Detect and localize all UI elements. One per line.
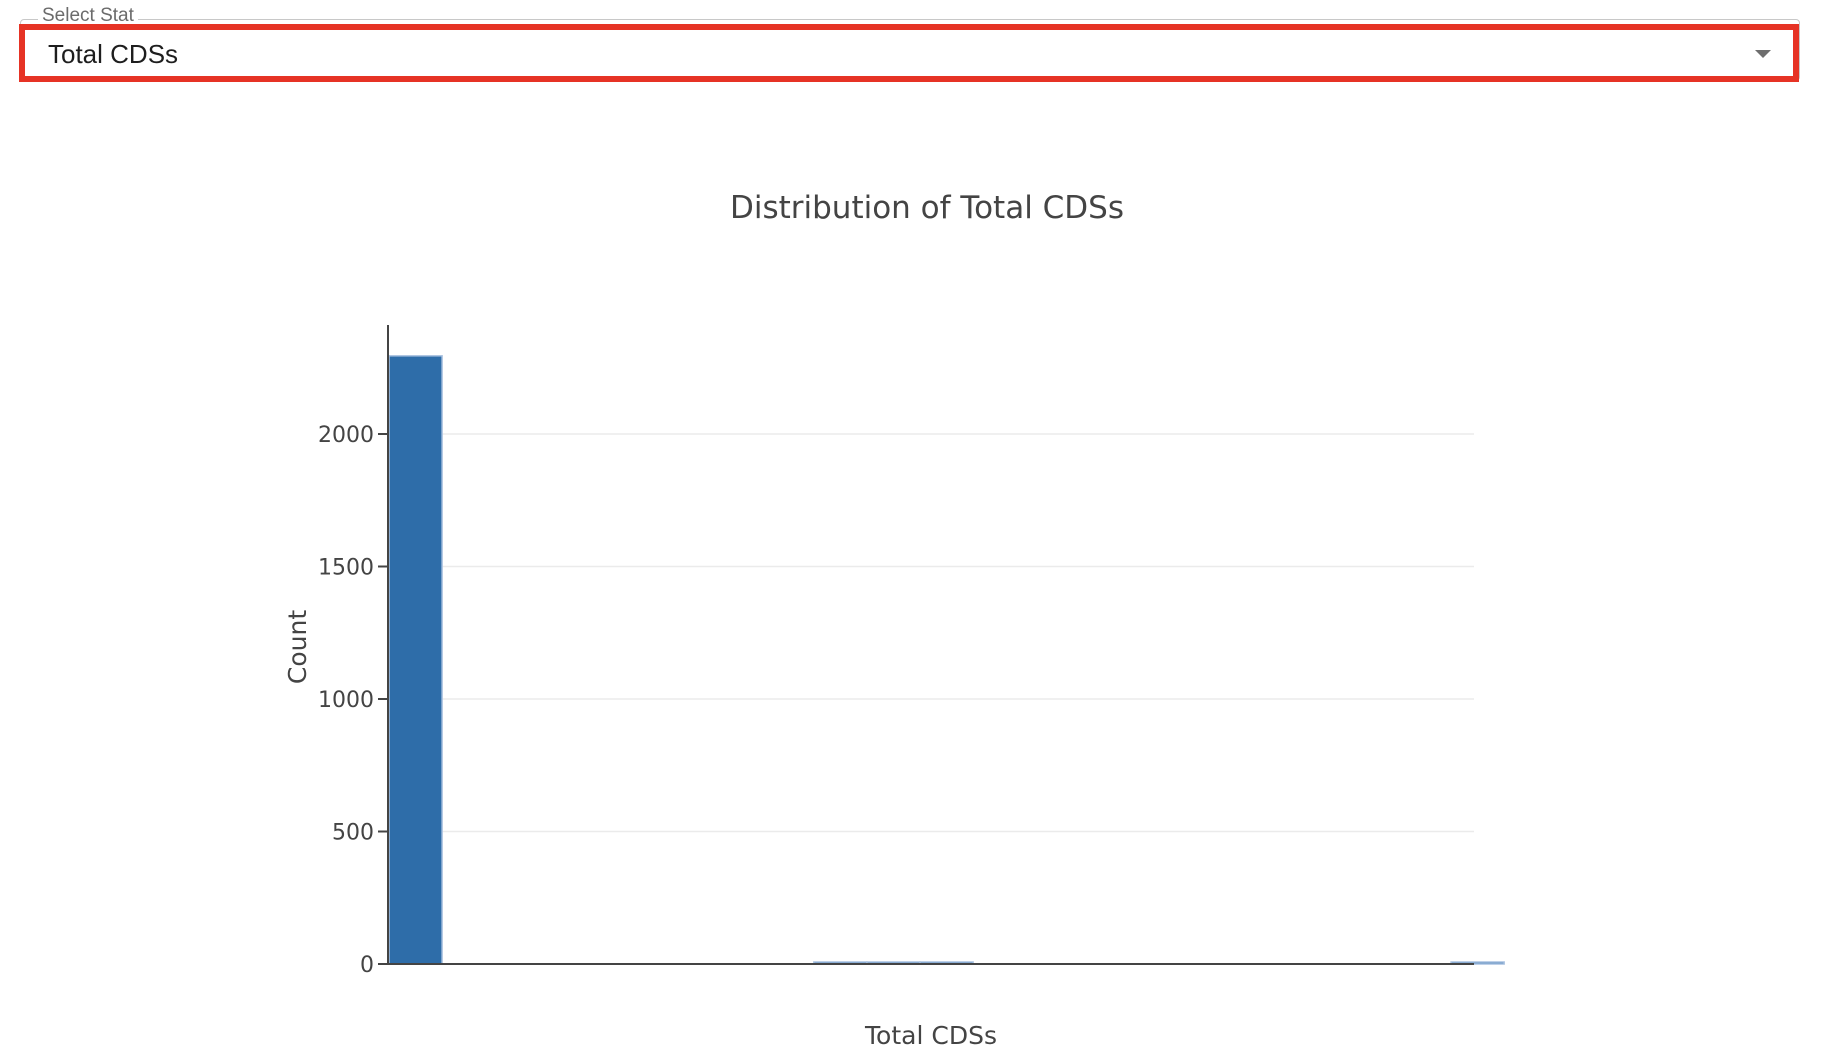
y-tick-label: 500 xyxy=(332,821,374,846)
chart-title: Distribution of Total CDSs xyxy=(729,190,1125,226)
y-tick-label: 1500 xyxy=(318,556,374,581)
chevron-down-icon xyxy=(1755,50,1771,58)
y-tick-label: 2000 xyxy=(318,423,374,448)
y-axis-title: Count xyxy=(283,610,312,684)
gridlines xyxy=(388,433,1474,833)
histogram-bars xyxy=(388,355,1505,965)
select-stat-label: Select Stat xyxy=(38,5,138,27)
x-axis-title: Total CDSs xyxy=(864,1021,997,1050)
y-tick-label: 0 xyxy=(360,953,374,978)
y-tick-label: 1000 xyxy=(318,688,374,713)
histogram-bar[interactable] xyxy=(388,355,443,965)
y-axis: 0 500 1000 1500 2000 xyxy=(318,423,388,978)
select-stat-value: Total CDSs xyxy=(48,39,179,69)
select-stat-dropdown[interactable]: Total CDSs xyxy=(19,24,1799,82)
